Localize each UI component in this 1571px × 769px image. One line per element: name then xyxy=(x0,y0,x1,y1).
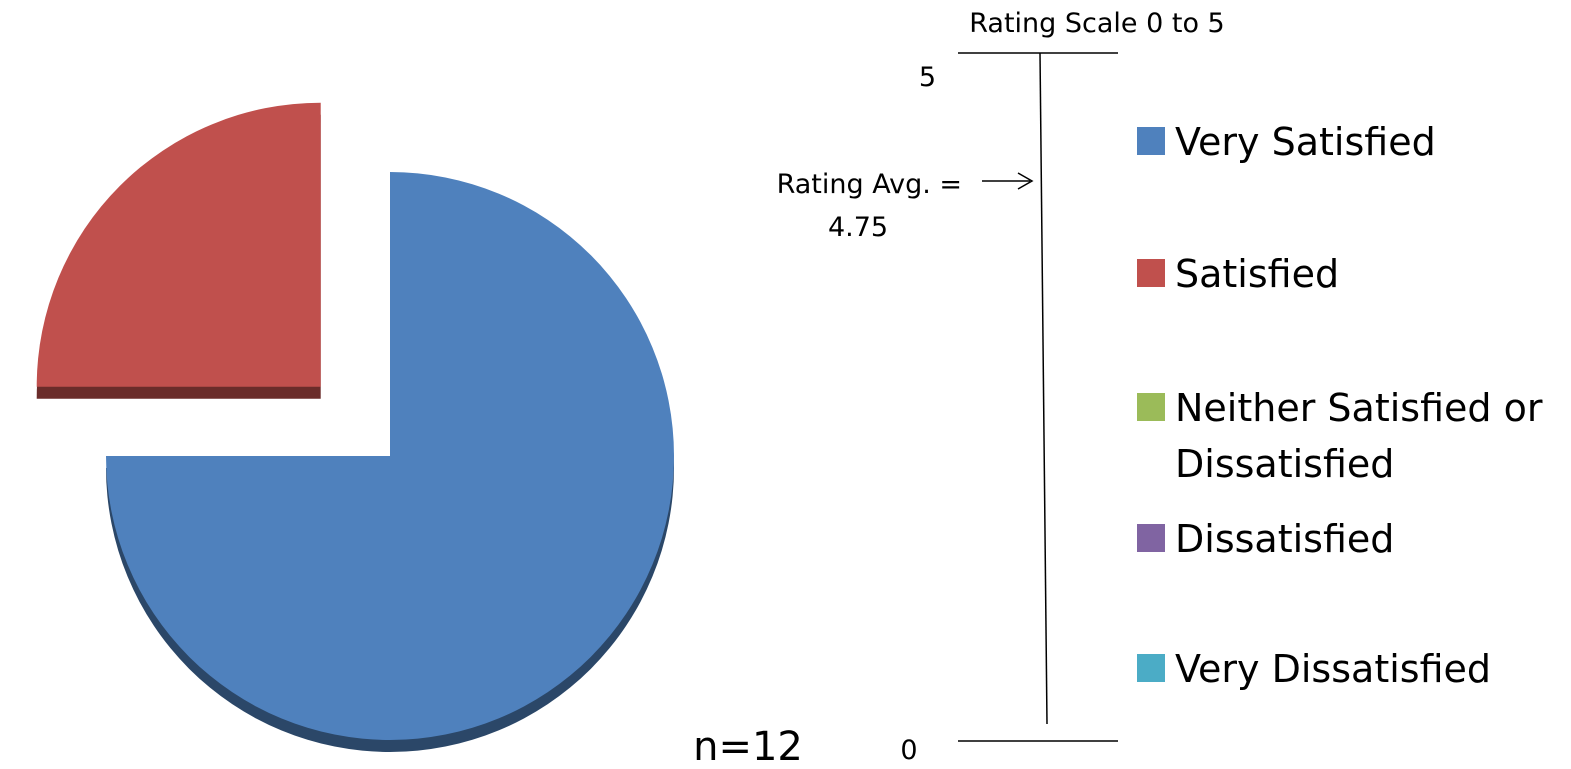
rating-scale-max-label: 5 xyxy=(919,62,936,93)
rating-scale-axis xyxy=(1039,52,1048,725)
legend-swatch-neither-satisfied-or-dissatisfied xyxy=(1137,393,1165,421)
legend-swatch-very-satisfied xyxy=(1137,127,1165,155)
legend-label-very-dissatisfied: Very Dissatisfied xyxy=(1175,647,1491,691)
rating-scale-min-label: 0 xyxy=(900,735,917,765)
legend-label-satisfied: Satisfied xyxy=(1175,252,1339,296)
rating-average-value: 4.75 xyxy=(828,212,888,243)
rating-average-label: Rating Avg. = xyxy=(777,169,962,200)
legend-label-dissatisfied: Dissatisfied xyxy=(1175,517,1394,561)
rating-scale-title: Rating Scale 0 to 5 xyxy=(969,8,1225,39)
pie-slice-very-satisfied xyxy=(106,172,674,740)
legend-swatch-satisfied xyxy=(1137,259,1165,287)
pie-layer xyxy=(36,102,674,752)
legend: Very Satisfied Satisfied Neither Satisfied… xyxy=(1137,120,1543,691)
legend-swatch-very-dissatisfied xyxy=(1137,654,1165,682)
legend-label-neither-satisfied-or-dissatisfied: Neither Satisfied or Dissatisfied xyxy=(1175,386,1543,486)
rating-scale: Rating Scale 0 to 5 5 0 Rating Avg. = 4.… xyxy=(777,8,1225,766)
legend-swatch-dissatisfied xyxy=(1137,524,1165,552)
rating-average-arrow xyxy=(982,172,1034,190)
legend-label-very-satisfied: Very Satisfied xyxy=(1175,120,1436,164)
sample-size-label: n=12 xyxy=(693,724,803,765)
pie-slice-satisfied xyxy=(36,102,321,387)
